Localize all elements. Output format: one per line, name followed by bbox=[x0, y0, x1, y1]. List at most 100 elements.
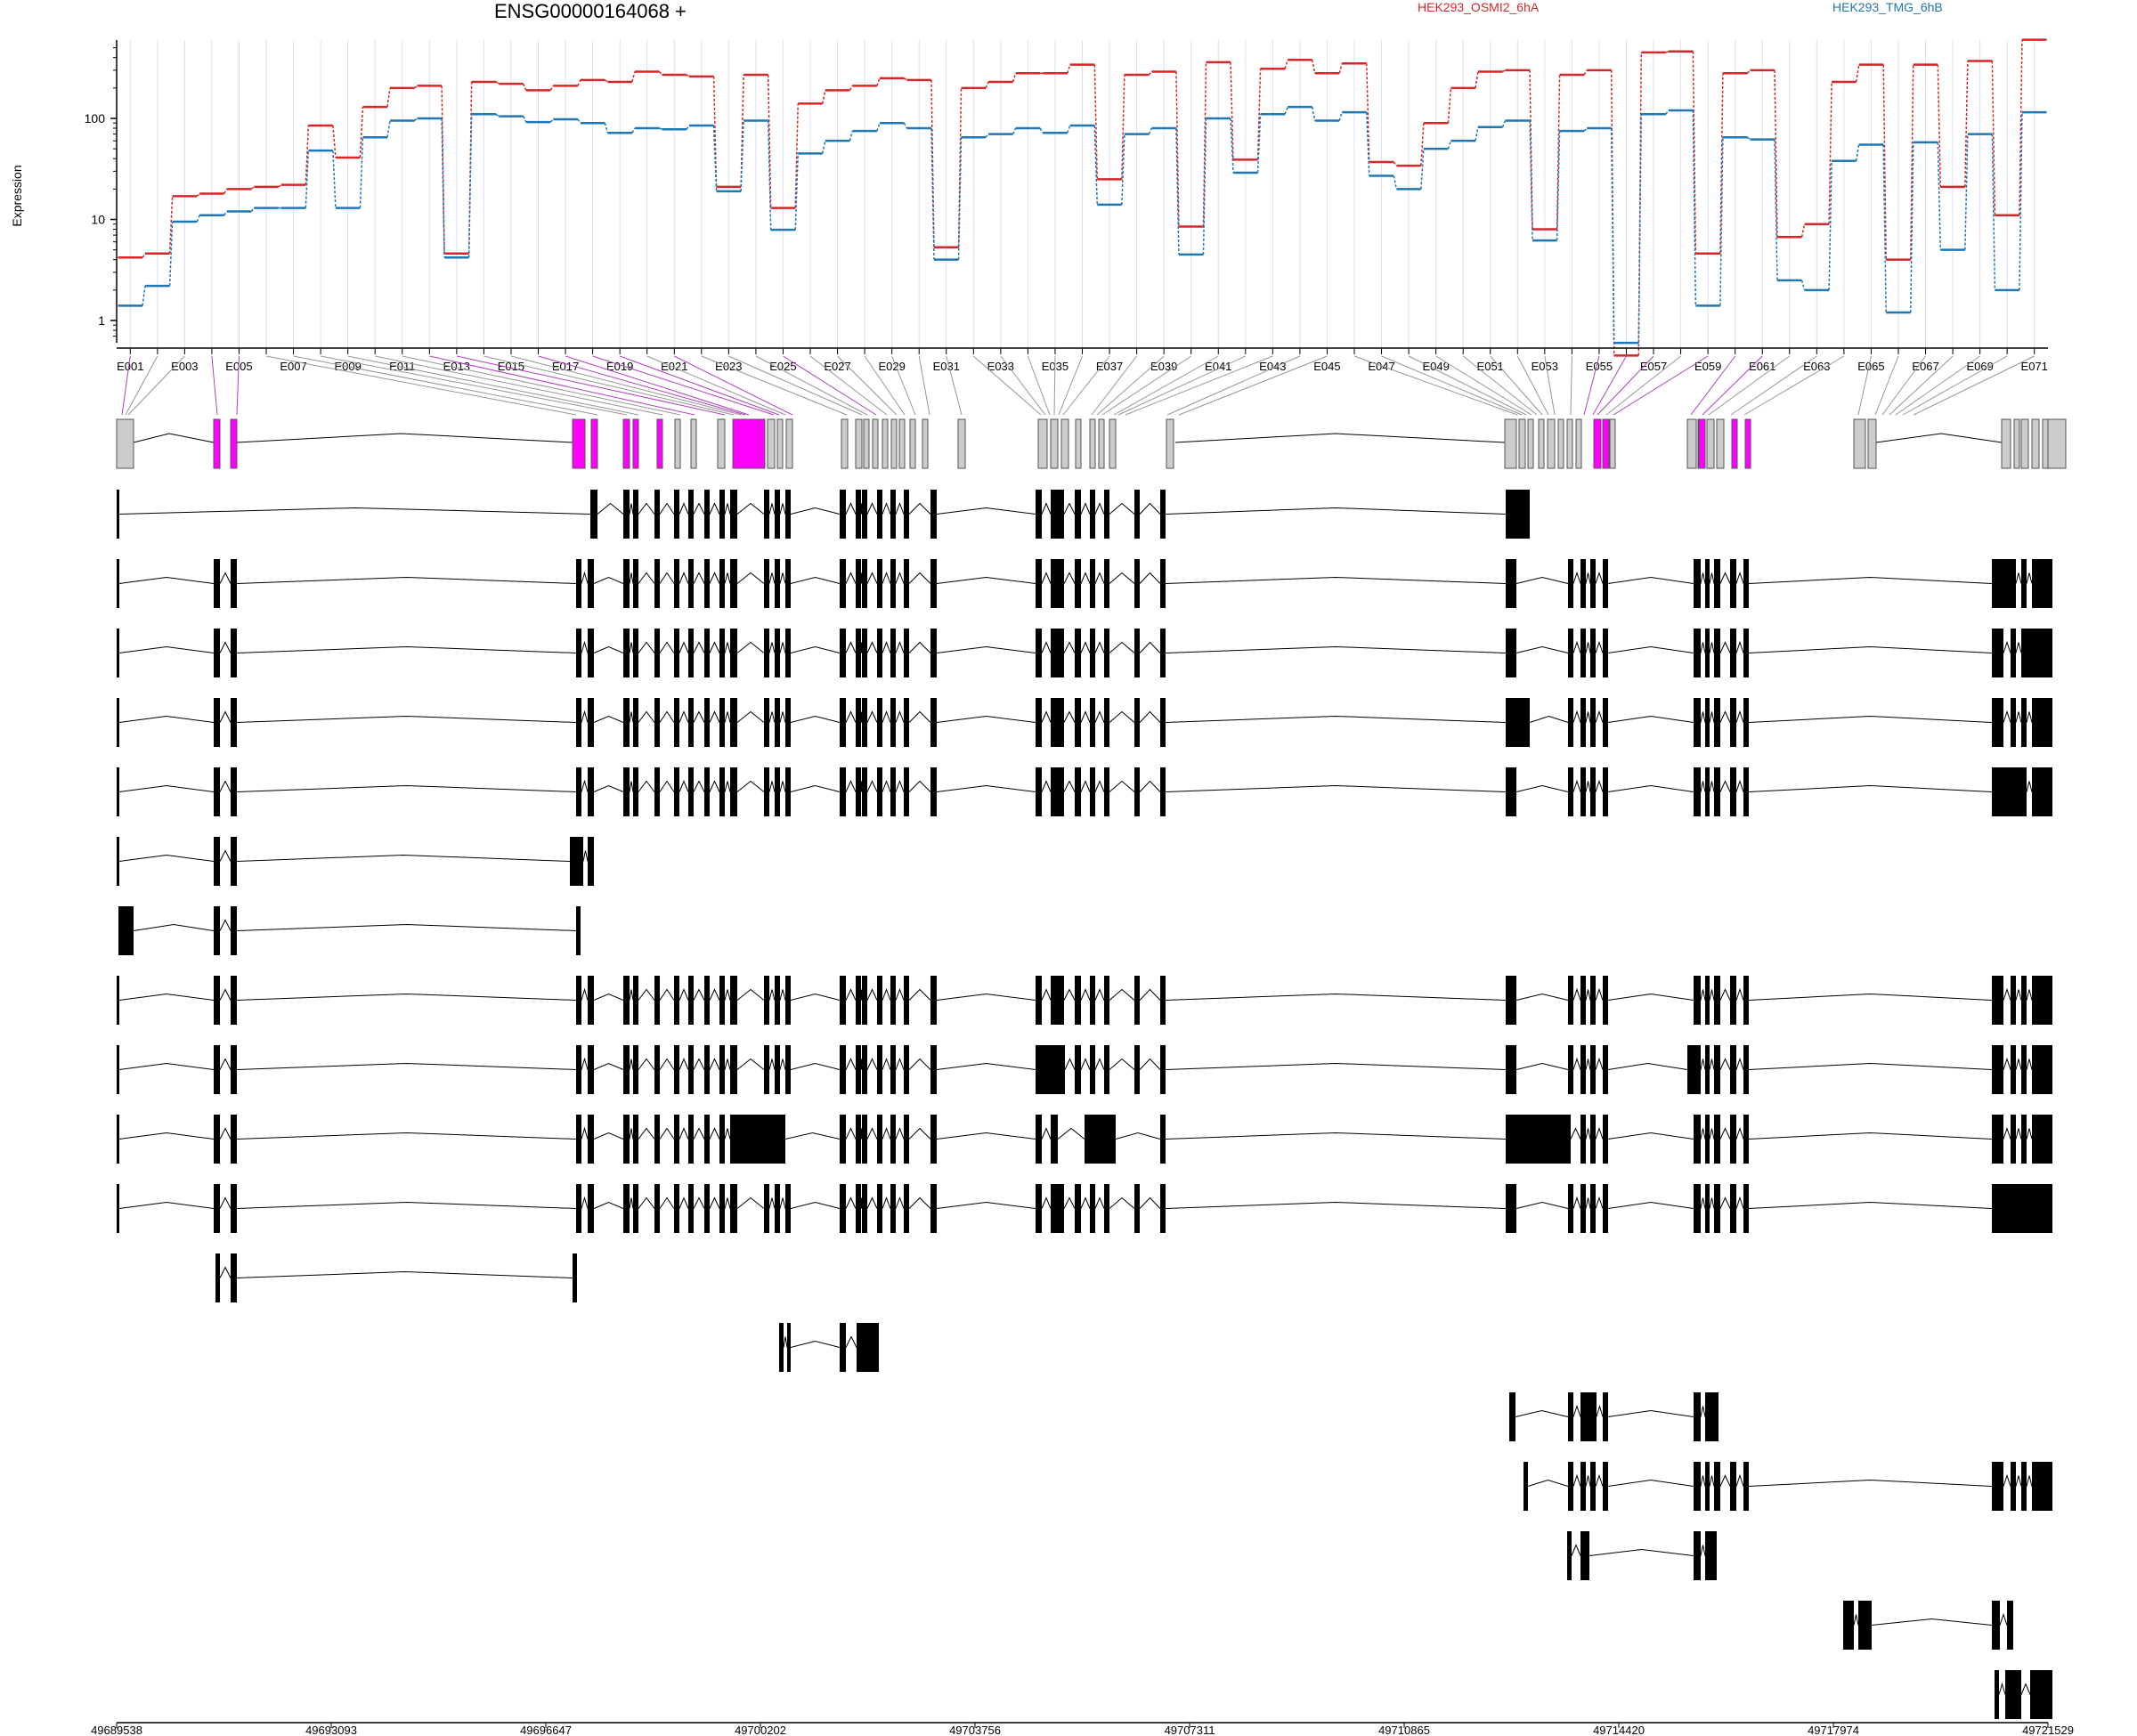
exon bbox=[2021, 559, 2027, 608]
intron bbox=[659, 988, 675, 1001]
intron bbox=[581, 1126, 589, 1140]
intron bbox=[638, 572, 655, 584]
intron bbox=[1094, 988, 1105, 1001]
exon-block bbox=[1060, 418, 1069, 469]
exon-connector bbox=[1062, 355, 1110, 416]
expression-riser bbox=[1800, 280, 1806, 291]
exon-connector bbox=[1889, 355, 1954, 416]
intron bbox=[1607, 1062, 1688, 1070]
exon bbox=[2011, 976, 2016, 1025]
intron bbox=[1515, 576, 1569, 584]
intron bbox=[1139, 502, 1161, 515]
exon bbox=[1992, 1601, 2000, 1650]
intron bbox=[1527, 1479, 1569, 1487]
exon-connector bbox=[1913, 355, 2035, 416]
exon bbox=[214, 1184, 220, 1233]
exon bbox=[1506, 1115, 1571, 1164]
exon bbox=[904, 1115, 909, 1164]
intron bbox=[1595, 987, 1604, 1001]
intron bbox=[882, 1058, 891, 1070]
exon-label: E007 bbox=[280, 360, 306, 373]
exon bbox=[623, 1045, 630, 1094]
exon bbox=[1090, 490, 1095, 539]
expression-riser bbox=[1719, 73, 1724, 254]
intron bbox=[693, 502, 705, 515]
exon bbox=[1714, 1184, 1720, 1233]
intron bbox=[1041, 710, 1052, 723]
intron bbox=[1595, 640, 1604, 653]
exon bbox=[1714, 767, 1720, 816]
exon bbox=[674, 976, 679, 1025]
intron bbox=[1735, 571, 1744, 584]
intron bbox=[736, 1058, 765, 1070]
exon bbox=[633, 1184, 638, 1233]
exon-block bbox=[1706, 418, 1715, 469]
exon-block bbox=[2031, 418, 2040, 469]
intron bbox=[1700, 1475, 1706, 1487]
exon-connector bbox=[1000, 355, 1046, 416]
intron bbox=[1139, 780, 1161, 792]
expression-riser bbox=[1230, 61, 1234, 160]
transcript-12 bbox=[215, 1253, 577, 1302]
exon bbox=[1730, 976, 1736, 1025]
exon bbox=[1160, 698, 1166, 747]
exon bbox=[1568, 559, 1573, 608]
exon bbox=[775, 1045, 780, 1094]
expression-riser bbox=[523, 116, 527, 123]
exon-connector bbox=[483, 355, 735, 416]
intron bbox=[895, 988, 905, 1001]
expression-riser bbox=[1012, 73, 1017, 83]
intron bbox=[1585, 711, 1591, 723]
intron bbox=[724, 781, 731, 792]
expression-riser bbox=[740, 120, 744, 191]
exon bbox=[623, 629, 630, 677]
intron bbox=[678, 1197, 689, 1209]
exon bbox=[2021, 698, 2027, 747]
exon bbox=[1743, 1045, 1749, 1094]
exon-block bbox=[2013, 418, 2020, 469]
exon-block bbox=[2001, 418, 2011, 469]
intron bbox=[882, 1127, 891, 1140]
exon bbox=[785, 629, 791, 677]
exon bbox=[2032, 1462, 2052, 1511]
exon bbox=[654, 1184, 660, 1233]
exon-label: E013 bbox=[443, 360, 470, 373]
exon bbox=[1743, 698, 1749, 747]
exon bbox=[1603, 976, 1608, 1025]
exon bbox=[764, 1045, 769, 1094]
y-tick-label: 100 bbox=[85, 111, 106, 126]
exon bbox=[573, 1253, 577, 1302]
exon bbox=[231, 1253, 237, 1302]
exon bbox=[231, 906, 237, 955]
intron bbox=[1709, 1197, 1715, 1209]
intron bbox=[1595, 779, 1604, 792]
expression-riser bbox=[1746, 136, 1751, 141]
exon bbox=[1051, 629, 1064, 677]
exon bbox=[840, 698, 846, 747]
expression-riser bbox=[1284, 106, 1288, 115]
intron bbox=[659, 502, 675, 515]
expression-riser bbox=[549, 85, 554, 91]
exon bbox=[1694, 1115, 1701, 1164]
exon bbox=[1743, 767, 1749, 816]
intron bbox=[709, 1197, 720, 1209]
exon bbox=[1705, 559, 1710, 608]
exon bbox=[1705, 1392, 1719, 1441]
expression-riser bbox=[332, 150, 337, 208]
exon bbox=[1506, 976, 1516, 1025]
expression-riser bbox=[1637, 114, 1643, 344]
exon-connector bbox=[1544, 355, 1556, 416]
intron bbox=[1165, 784, 1507, 792]
intron bbox=[638, 1197, 655, 1209]
intron bbox=[845, 988, 857, 1001]
intron bbox=[629, 572, 634, 584]
highlighted-exon-block bbox=[622, 418, 630, 469]
intron bbox=[1570, 1127, 1581, 1140]
intron bbox=[1080, 780, 1091, 792]
intron bbox=[768, 642, 776, 653]
intron bbox=[581, 640, 589, 653]
intron bbox=[1572, 1057, 1581, 1070]
expression-riser bbox=[1393, 175, 1398, 190]
expression-riser bbox=[1692, 110, 1697, 306]
transcript-6 bbox=[117, 837, 594, 886]
